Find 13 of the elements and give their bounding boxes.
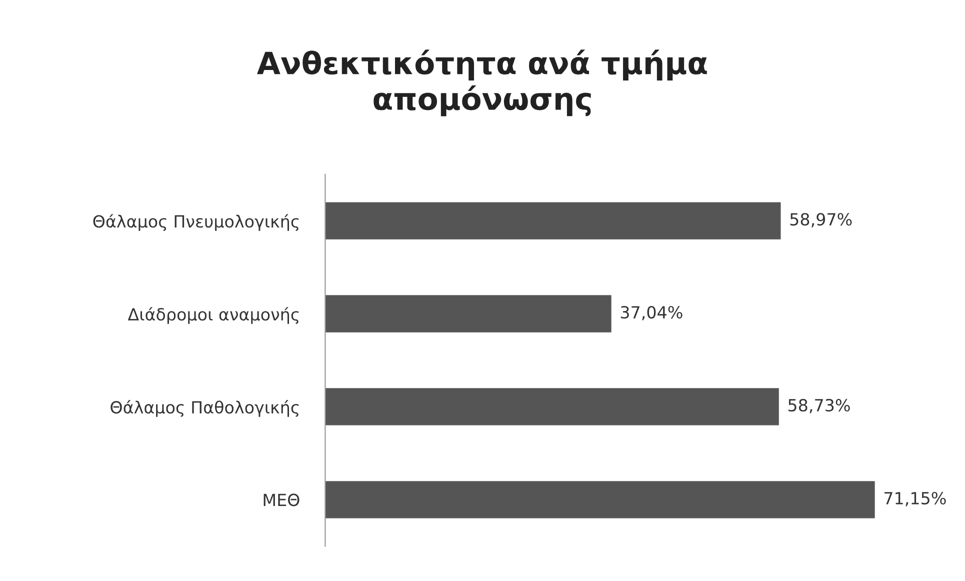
chart-title: Ανθεκτικότητα ανά τμήμα απομόνωσης xyxy=(257,50,707,116)
y-tick-label: ΜΕΘ xyxy=(264,494,300,506)
y-tick-label: Θάλαμος Πνευμολογικής xyxy=(93,214,299,231)
data-label: 58,97% xyxy=(790,213,852,228)
bar xyxy=(325,202,781,240)
data-label: 71,15% xyxy=(884,492,946,506)
data-label: 37,04% xyxy=(620,306,682,320)
bar xyxy=(325,388,779,426)
y-tick-label: Διάδρομοι αναμονής xyxy=(128,307,299,324)
data-label: 58,73% xyxy=(788,398,850,414)
bar xyxy=(325,481,875,518)
bar xyxy=(325,295,612,332)
y-tick-label: Θάλαμος Παθολογικής xyxy=(110,400,299,417)
